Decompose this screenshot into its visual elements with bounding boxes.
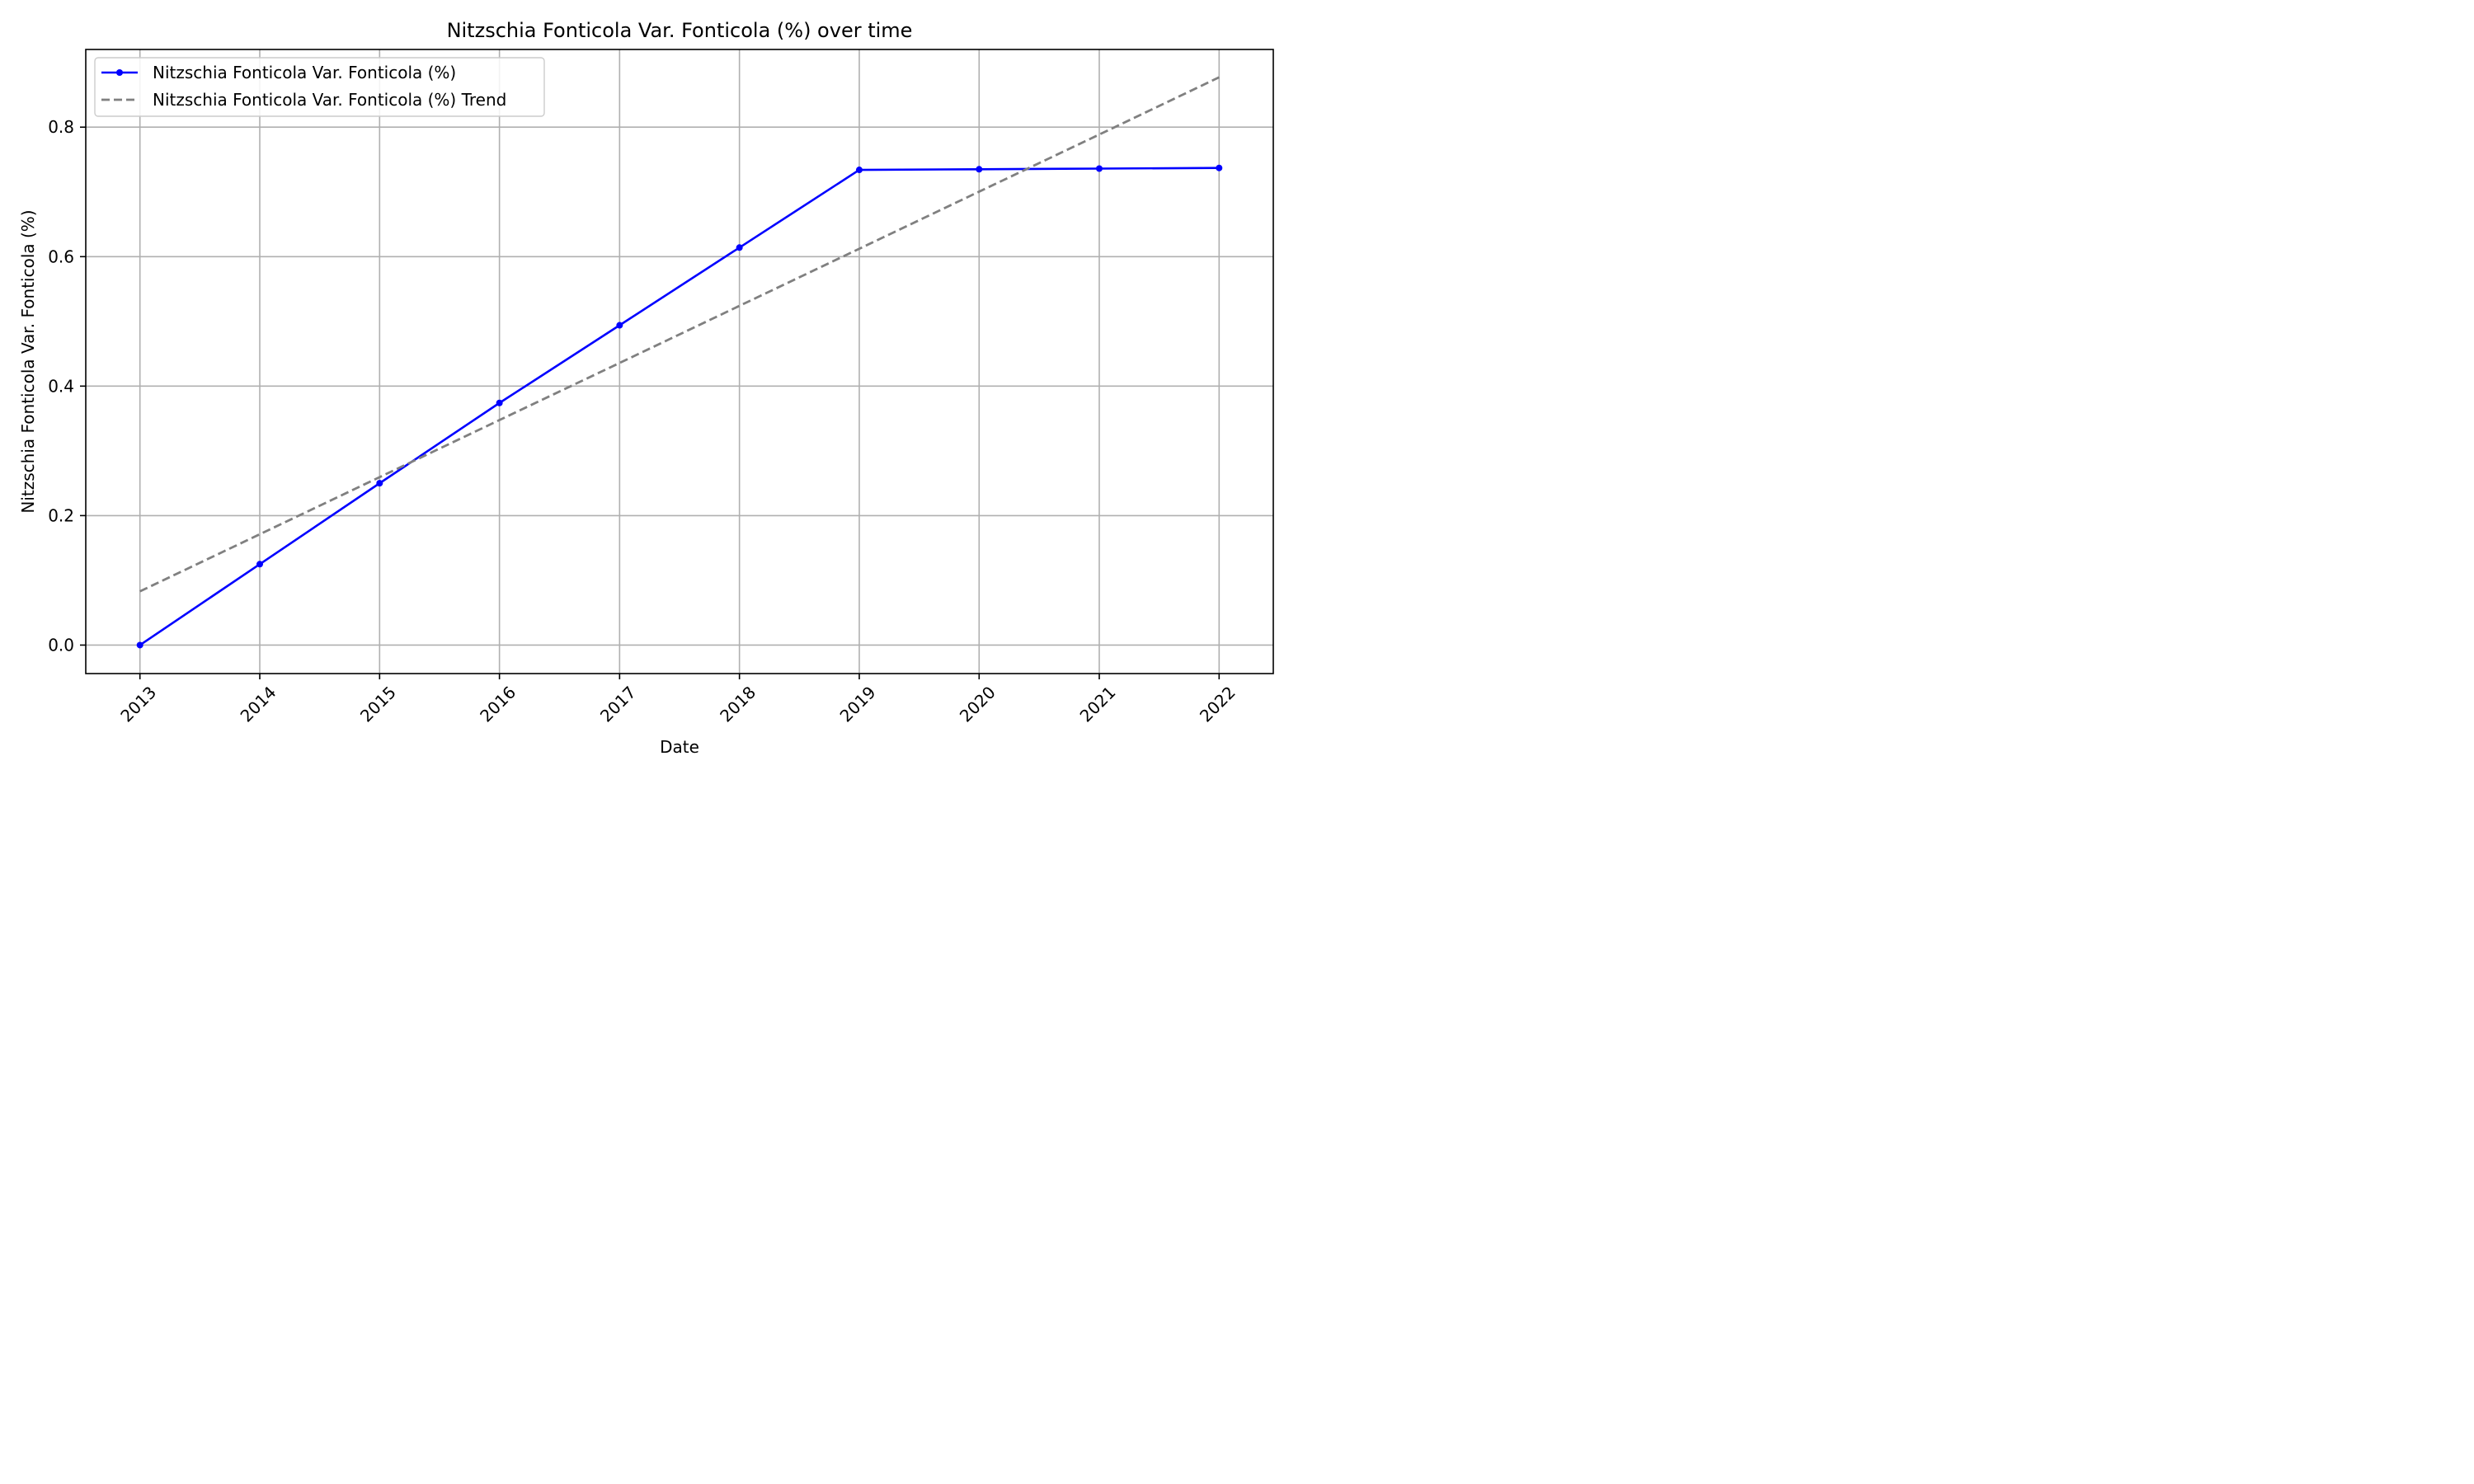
x-axis-label: Date (660, 737, 699, 757)
y-tick-label: 0.8 (48, 117, 74, 137)
data-point (496, 399, 503, 406)
grid-lines (86, 49, 1273, 674)
plot-area-frame (85, 49, 1274, 674)
y-axis: 0.0 0.2 0.4 0.6 0.8 (48, 117, 86, 655)
line-chart: 2013 2014 2015 2016 2017 2018 2019 2020 2021 2022… (0, 0, 1292, 775)
data-point (1216, 164, 1223, 171)
data-point (256, 561, 264, 568)
y-axis-label: Nitzschia Fonticola Var. Fonticola (%) (18, 209, 38, 513)
chart-background (0, 0, 1292, 775)
data-point (616, 322, 623, 329)
y-tick-label: 0.2 (48, 505, 74, 525)
y-tick-label: 0.4 (48, 376, 74, 396)
data-point (976, 166, 983, 173)
trend-line (139, 76, 1220, 593)
y-tick-label: 0.0 (48, 635, 74, 655)
data-point (1095, 165, 1103, 172)
legend-marker-series (116, 69, 123, 76)
legend-box (94, 57, 545, 117)
legend-label-trend: Nitzschia Fonticola Var. Fonticola (%) T… (153, 90, 506, 110)
data-point (736, 244, 743, 251)
series-layer (136, 76, 1223, 649)
data-point (376, 480, 383, 487)
series-line (139, 167, 1220, 646)
data-point (136, 641, 143, 649)
data-point (855, 167, 863, 174)
legend-label-series: Nitzschia Fonticola Var. Fonticola (%) (153, 63, 456, 82)
chart-title: Nitzschia Fonticola Var. Fonticola (%) o… (447, 19, 913, 42)
y-tick-label: 0.6 (48, 247, 74, 266)
legend: Nitzschia Fonticola Var. Fonticola (%) N… (94, 57, 545, 117)
